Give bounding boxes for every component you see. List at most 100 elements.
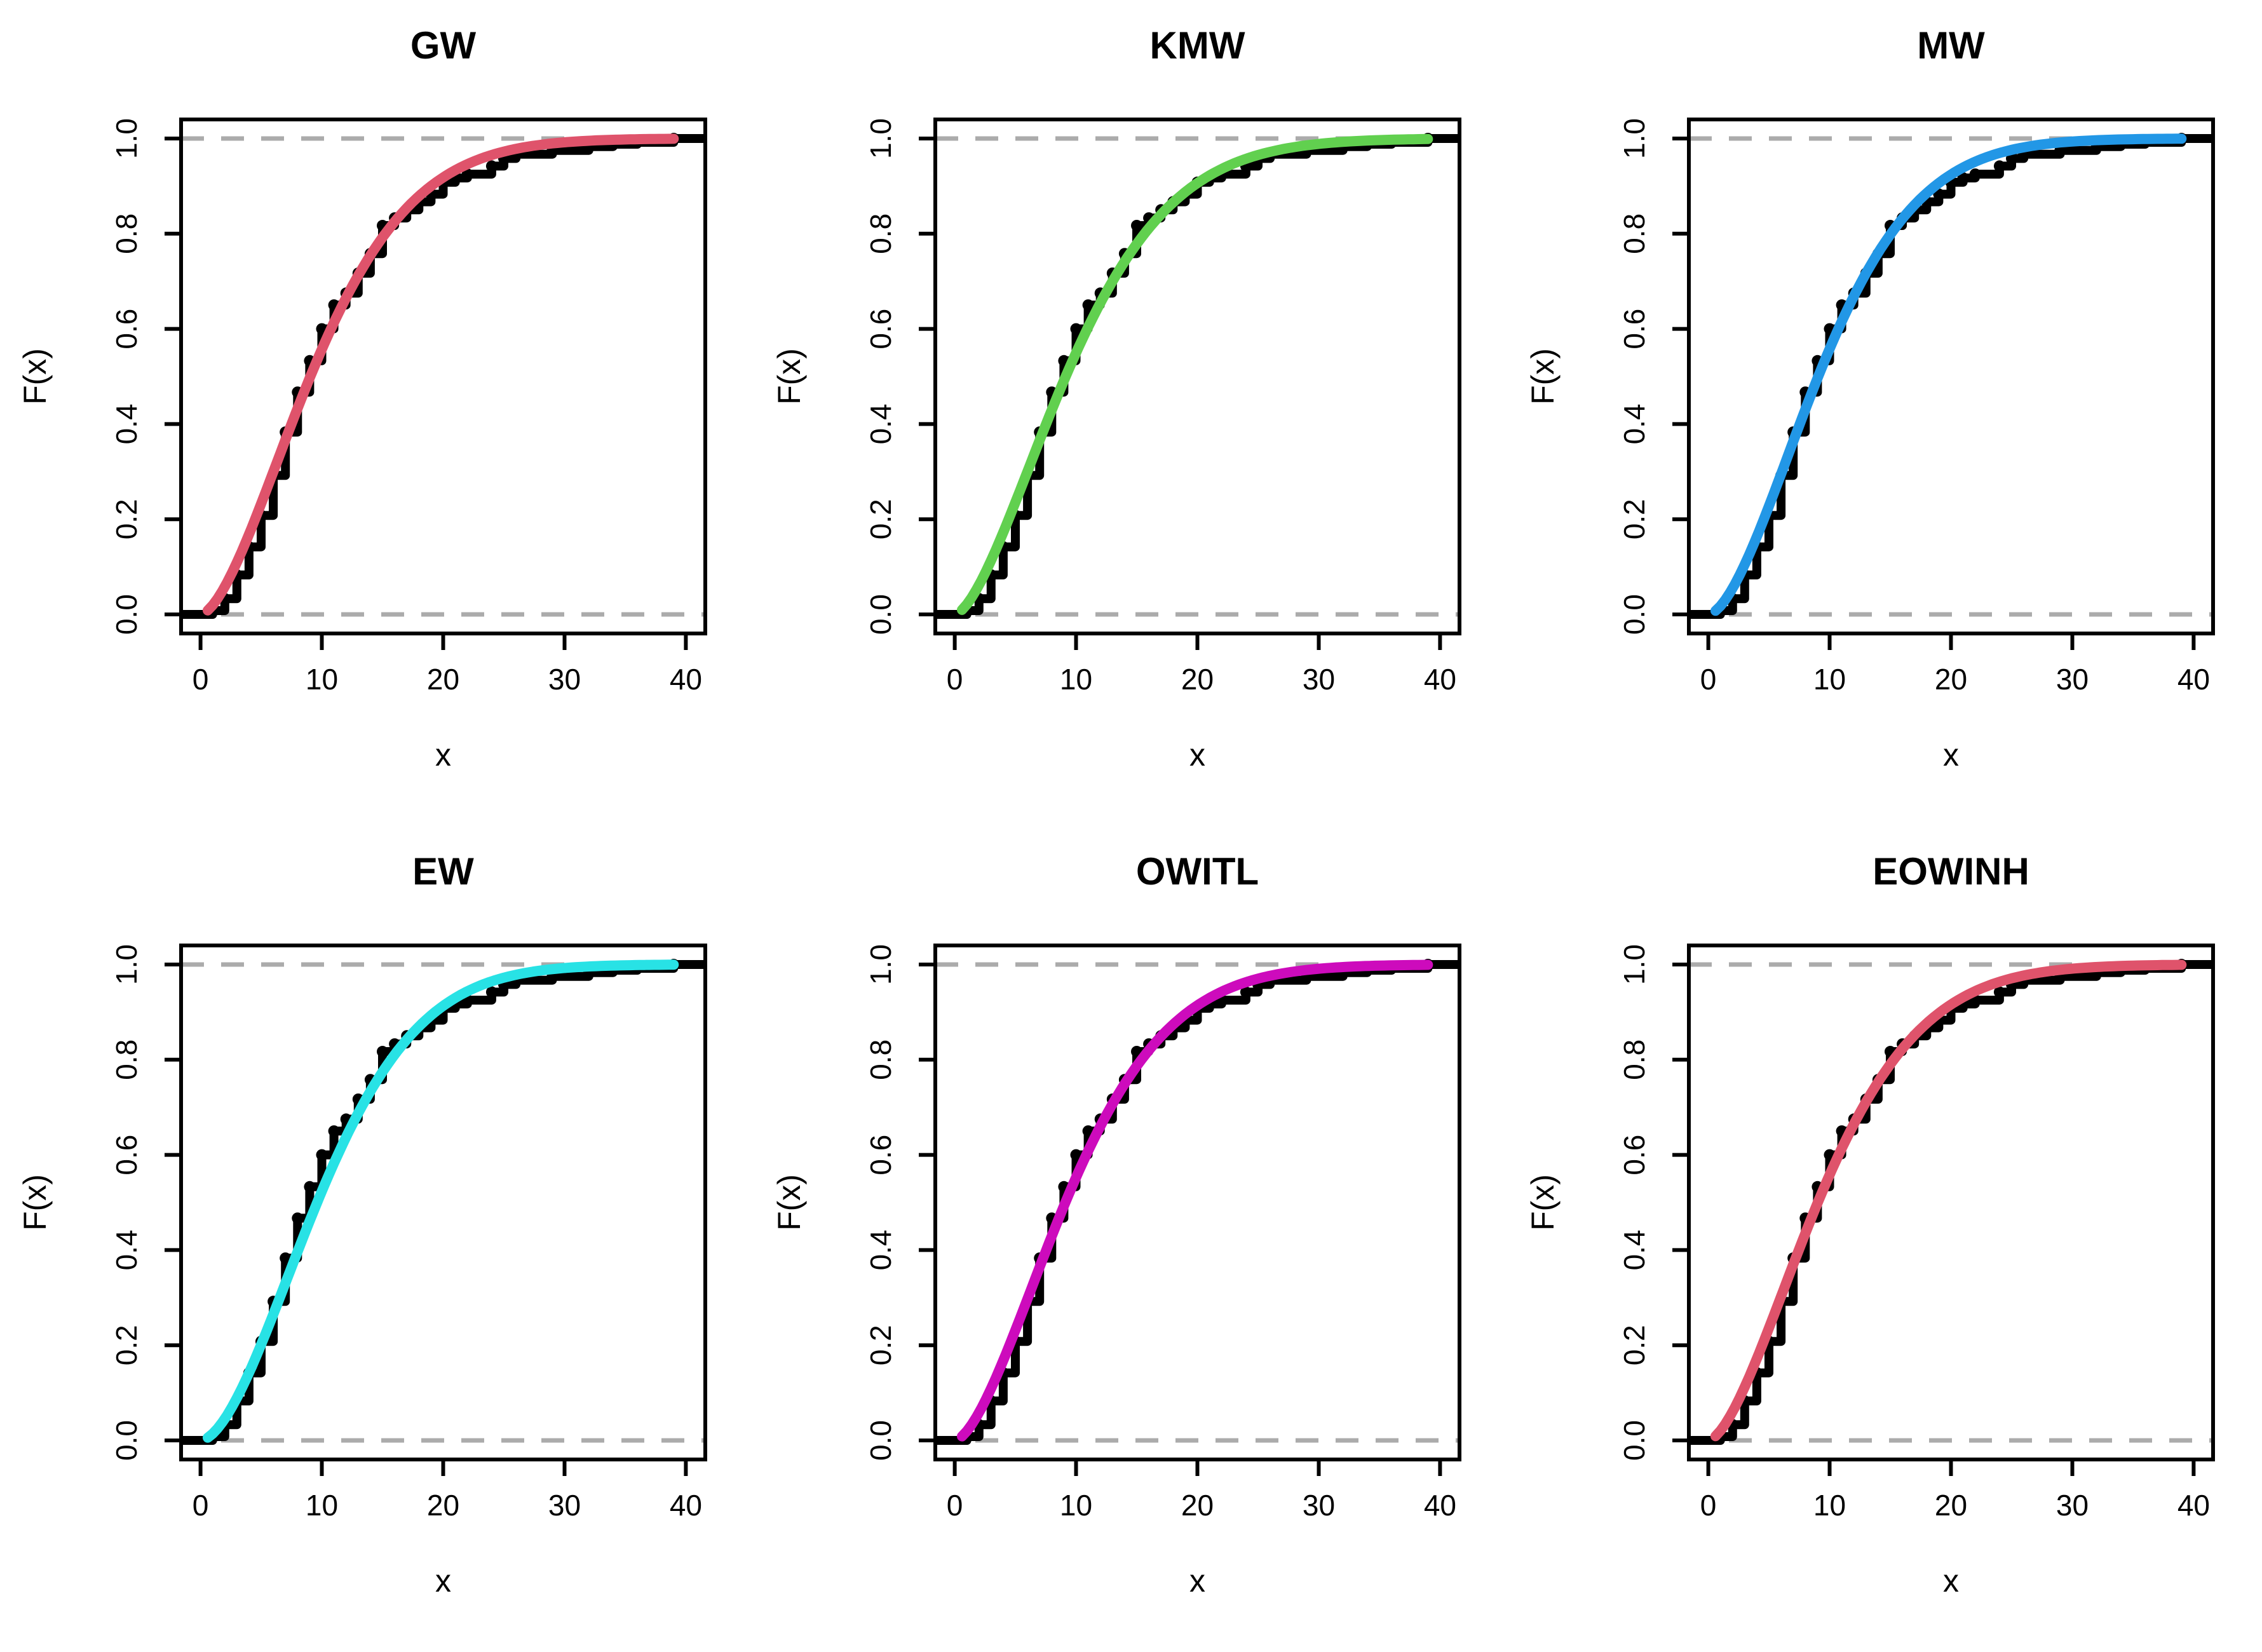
y-tick-label: 0.4 bbox=[110, 1229, 143, 1270]
fitted-cdf-curve bbox=[1710, 133, 2187, 616]
panel-title: GW bbox=[410, 24, 477, 67]
y-axis-label: F(x) bbox=[17, 1174, 53, 1231]
ecdf-point bbox=[376, 1046, 388, 1058]
x-tick-label: 40 bbox=[2177, 663, 2210, 696]
x-tick-label: 30 bbox=[1303, 1489, 1335, 1522]
ecdf-step-curve bbox=[180, 134, 705, 619]
x-tick-label: 30 bbox=[2056, 1489, 2089, 1522]
y-axis-label: F(x) bbox=[1525, 1174, 1561, 1231]
y-tick-label: 0.6 bbox=[1618, 1135, 1651, 1175]
ecdf-step-curve bbox=[1689, 134, 2214, 619]
ecdf-step-curve bbox=[180, 960, 705, 1445]
ecdf-point bbox=[316, 1149, 328, 1161]
x-tick-label: 20 bbox=[1935, 663, 1967, 696]
y-tick-label: 0.4 bbox=[864, 403, 897, 444]
y-tick-label: 0.6 bbox=[110, 309, 143, 349]
ecdf-point bbox=[1970, 168, 1982, 180]
y-tick-label: 0.6 bbox=[864, 1135, 897, 1175]
fitted-cdf-curve bbox=[956, 959, 1433, 1442]
fitted-cdf-curve bbox=[1710, 959, 2187, 1442]
y-axis-label: F(x) bbox=[771, 348, 807, 405]
x-tick-label: 20 bbox=[1181, 663, 1214, 696]
fitted-cdf-curve bbox=[202, 959, 679, 1443]
x-axis-label: x bbox=[1943, 1563, 1959, 1599]
y-tick-label: 0.8 bbox=[1618, 1039, 1651, 1080]
y-tick-label: 0.0 bbox=[864, 1420, 897, 1461]
ecdf-step-curve bbox=[935, 134, 1459, 619]
y-tick-label: 0.8 bbox=[110, 213, 143, 254]
x-tick-label: 0 bbox=[946, 1489, 963, 1522]
ecdf-point bbox=[328, 1125, 340, 1137]
fitted-cdf-curve bbox=[956, 133, 1433, 615]
ecdf-point bbox=[1070, 323, 1082, 335]
x-axis-label: x bbox=[435, 1563, 451, 1599]
x-tick-label: 10 bbox=[1813, 1489, 1846, 1522]
ecdf-point bbox=[461, 168, 473, 180]
y-tick-label: 1.0 bbox=[110, 118, 143, 159]
y-tick-label: 1.0 bbox=[864, 944, 897, 985]
y-tick-label: 0.8 bbox=[864, 1039, 897, 1080]
y-tick-label: 1.0 bbox=[1618, 944, 1651, 985]
x-axis-label: x bbox=[435, 737, 451, 773]
y-tick-label: 0.8 bbox=[1618, 213, 1651, 254]
x-tick-label: 0 bbox=[1700, 663, 1717, 696]
panel-owitl: 0 10 20 30 40 0.0 0.2 0.4 0.6 0.8 1.0 OWITL x F(x) bbox=[771, 850, 1461, 1599]
plot-box bbox=[179, 944, 707, 1461]
ecdf-point bbox=[485, 986, 498, 998]
y-axis-label: F(x) bbox=[17, 348, 53, 405]
x-tick-label: 30 bbox=[1303, 663, 1335, 696]
panel-title: OWITL bbox=[1136, 850, 1259, 893]
x-tick-label: 20 bbox=[1181, 1489, 1214, 1522]
panel-gw: 0 10 20 30 40 0.0 0.2 0.4 0.6 0.8 1.0 GW x F(x) bbox=[17, 24, 707, 773]
y-tick-label: 0.6 bbox=[864, 309, 897, 349]
y-tick-label: 0.2 bbox=[1618, 1325, 1651, 1365]
y-tick-label: 0.6 bbox=[110, 1135, 143, 1175]
x-tick-label: 40 bbox=[2177, 1489, 2210, 1522]
y-tick-label: 0.0 bbox=[110, 1420, 143, 1461]
x-tick-label: 0 bbox=[193, 1489, 209, 1522]
ecdf-point bbox=[1082, 299, 1094, 311]
ecdf-step-curve bbox=[1689, 960, 2214, 1445]
ecdf-point bbox=[485, 160, 498, 172]
y-tick-label: 0.2 bbox=[864, 1325, 897, 1365]
y-tick-label: 0.0 bbox=[1618, 1420, 1651, 1461]
x-tick-label: 40 bbox=[670, 663, 702, 696]
y-tick-label: 0.4 bbox=[110, 403, 143, 444]
x-tick-label: 30 bbox=[548, 1489, 581, 1522]
x-tick-label: 0 bbox=[193, 663, 209, 696]
panel-ew: 0 10 20 30 40 0.0 0.2 0.4 0.6 0.8 1.0 EW x F(x) bbox=[17, 850, 707, 1599]
y-tick-label: 0.8 bbox=[864, 213, 897, 254]
panel-title: EW bbox=[412, 850, 474, 893]
panel-mw: 0 10 20 30 40 0.0 0.2 0.4 0.6 0.8 1.0 MW x F(x) bbox=[1525, 24, 2216, 773]
y-tick-label: 0.0 bbox=[864, 594, 897, 635]
ecdf-point bbox=[1957, 172, 1969, 184]
x-tick-label: 10 bbox=[1060, 1489, 1092, 1522]
x-tick-label: 40 bbox=[670, 1489, 702, 1522]
panel-title: KMW bbox=[1149, 24, 1245, 67]
ecdf-point bbox=[1130, 220, 1142, 231]
x-tick-label: 0 bbox=[946, 663, 963, 696]
y-tick-label: 1.0 bbox=[864, 118, 897, 159]
ecdf-point bbox=[1994, 986, 2006, 998]
y-tick-label: 0.2 bbox=[110, 499, 143, 539]
plot-box bbox=[1687, 944, 2216, 1461]
x-tick-label: 30 bbox=[548, 663, 581, 696]
x-axis-label: x bbox=[1189, 1563, 1205, 1599]
fitted-cdf-curve bbox=[202, 133, 679, 616]
y-tick-label: 0.4 bbox=[1618, 403, 1651, 444]
x-tick-label: 20 bbox=[1935, 1489, 1967, 1522]
ecdf-point bbox=[1240, 986, 1252, 998]
ecdf-point bbox=[280, 1252, 292, 1264]
y-tick-label: 0.8 bbox=[110, 1039, 143, 1080]
y-tick-label: 1.0 bbox=[110, 944, 143, 985]
x-axis-label: x bbox=[1189, 737, 1205, 773]
y-tick-label: 0.6 bbox=[1618, 309, 1651, 349]
y-tick-label: 1.0 bbox=[1618, 118, 1651, 159]
x-tick-label: 10 bbox=[306, 663, 338, 696]
ecdf-point bbox=[1994, 160, 2006, 172]
panel-kmw: 0 10 20 30 40 0.0 0.2 0.4 0.6 0.8 1.0 KMW x F(x) bbox=[771, 24, 1461, 773]
y-axis-label: F(x) bbox=[1525, 348, 1561, 405]
x-tick-label: 10 bbox=[1060, 663, 1092, 696]
x-tick-label: 20 bbox=[427, 663, 459, 696]
